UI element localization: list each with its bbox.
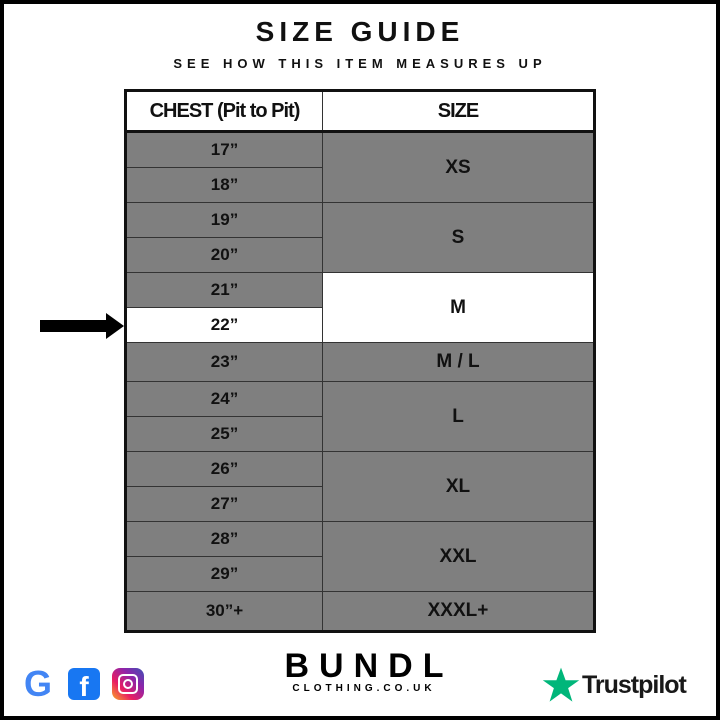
column-header-size: SIZE: [322, 90, 595, 133]
facebook-icon[interactable]: f: [68, 668, 100, 702]
chest-cell: 30”+: [125, 591, 323, 632]
google-icon[interactable]: G: [24, 663, 53, 704]
size-cell: XXL: [322, 521, 595, 592]
size-cell: L: [322, 381, 595, 452]
size-cell: M / L: [322, 342, 595, 382]
chest-cell: 29”: [125, 556, 323, 592]
social-icons: G f: [24, 663, 144, 704]
chest-cell: 19”: [125, 202, 323, 238]
size-table: CHEST (Pit to Pit) SIZE 17” XS 18” 19” S 2…: [124, 89, 596, 633]
table-row: 21” M: [125, 272, 595, 343]
chest-cell: 21”: [125, 272, 323, 308]
chest-cell: 18”: [125, 167, 323, 203]
table-row: 27”: [125, 486, 595, 522]
chest-cell: 24”: [125, 381, 323, 417]
column-header-chest: CHEST (Pit to Pit): [125, 90, 323, 133]
table-row: 24” L: [125, 381, 595, 452]
table-row: 17” XS: [125, 131, 595, 203]
table-row: 18”: [125, 167, 595, 203]
table-row: 28” XXL: [125, 521, 595, 592]
size-cell: S: [322, 202, 595, 273]
table-row: 25”: [125, 416, 595, 452]
chest-cell: 20”: [125, 237, 323, 273]
chest-cell: 23”: [125, 342, 323, 382]
brand-site: CLOTHING.CO.UK: [292, 683, 436, 694]
trustpilot-label: Trustpilot: [582, 670, 687, 699]
size-cell-highlighted: M: [322, 272, 595, 343]
star-icon: [542, 667, 580, 702]
chest-cell-highlighted: 22”: [125, 307, 323, 343]
size-guide-card: SIZE GUIDE SEE HOW THIS ITEM MEASURES UP…: [4, 4, 716, 716]
table-row: 29”: [125, 556, 595, 592]
size-cell: XS: [322, 131, 595, 203]
chest-cell: 27”: [125, 486, 323, 522]
page-subtitle: SEE HOW THIS ITEM MEASURES UP: [173, 56, 547, 71]
trustpilot-logo[interactable]: Trustpilot: [542, 666, 687, 704]
arrow-right-icon: [40, 313, 124, 339]
instagram-icon[interactable]: [112, 668, 144, 700]
table-row: 19” S: [125, 202, 595, 273]
table-row: 26” XL: [125, 451, 595, 522]
chest-cell: 25”: [125, 416, 323, 452]
chest-cell: 26”: [125, 451, 323, 487]
page-title: SIZE GUIDE: [255, 16, 465, 47]
chest-cell: 28”: [125, 521, 323, 557]
size-cell: XL: [322, 451, 595, 522]
table-header-row: CHEST (Pit to Pit) SIZE: [125, 90, 595, 133]
brand-name: BUNDL: [284, 647, 454, 685]
brand-logo: BUNDL CLOTHING.CO.UK: [274, 649, 454, 694]
size-cell: XXXL+: [322, 591, 595, 632]
table-row: 23” M / L: [125, 342, 595, 382]
chest-cell: 17”: [125, 131, 323, 168]
table-row: 30”+ XXXL+: [125, 591, 595, 632]
table-row: 20”: [125, 237, 595, 273]
